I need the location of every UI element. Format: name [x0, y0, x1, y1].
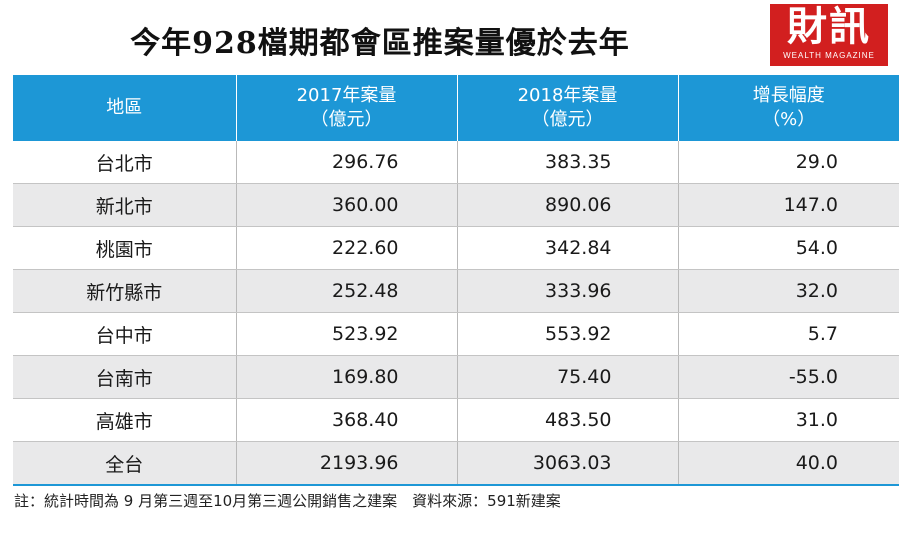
header-2018-unit: （億元） [531, 109, 604, 130]
cell-growth: 29.0 [677, 141, 899, 184]
header-2017-unit: （億元） [310, 109, 383, 130]
cell-region: 新北市 [13, 183, 236, 227]
cell-region: 新竹縣市 [13, 269, 236, 313]
cell-2018: 553.92 [456, 312, 678, 356]
logo-text: 財訊 [787, 3, 871, 50]
cell-2018: 75.40 [456, 355, 678, 399]
cell-2018: 342.84 [456, 226, 678, 270]
cell-2017: 169.80 [235, 355, 457, 399]
cell-2017: 2193.96 [235, 441, 457, 486]
cell-region: 台南市 [13, 355, 236, 399]
comparison-table: 地區 2017年案量 （億元） 2018年案量 （億元） 增長幅度 （%） 台北… [13, 75, 899, 486]
cell-region: 台中市 [13, 312, 236, 356]
table-row: 高雄市 368.40 483.50 31.0 [13, 398, 899, 442]
cell-2017: 222.60 [235, 226, 457, 270]
cell-2018: 333.96 [456, 269, 678, 313]
table-body: 台北市 296.76 383.35 29.0 新北市 360.00 890.06… [13, 141, 899, 486]
table-row-total: 全台 2193.96 3063.03 40.0 [13, 441, 899, 486]
cell-growth: 40.0 [677, 441, 899, 486]
cell-growth: 5.7 [677, 312, 899, 356]
source-note: 註：統計時間為 9 月第三週至10月第三週公開銷售之建案 資料來源：591新建案 [14, 492, 561, 510]
cell-growth: 31.0 [677, 398, 899, 442]
cell-growth: 147.0 [677, 183, 899, 227]
table-row: 台中市 523.92 553.92 5.7 [13, 312, 899, 356]
header-region-label: 地區 [106, 97, 143, 118]
cell-growth: 32.0 [677, 269, 899, 313]
header-growth-unit: （%） [762, 109, 816, 130]
table-row: 新北市 360.00 890.06 147.0 [13, 183, 899, 227]
cell-2018: 890.06 [456, 183, 678, 227]
cell-2017: 252.48 [235, 269, 457, 313]
cell-2017: 296.76 [235, 141, 457, 184]
wealth-magazine-logo: 財訊 WEALTH MAGAZINE [770, 4, 888, 66]
header-growth-label: 增長幅度 [752, 85, 825, 106]
table-row: 台北市 296.76 383.35 29.0 [13, 141, 899, 184]
table-row: 桃園市 222.60 342.84 54.0 [13, 226, 899, 270]
header-2017-label: 2017年案量 [296, 85, 397, 106]
cell-growth: -55.0 [677, 355, 899, 399]
table-row: 台南市 169.80 75.40 -55.0 [13, 355, 899, 399]
header-2018-label: 2018年案量 [517, 85, 618, 106]
cell-2017: 360.00 [235, 183, 457, 227]
cell-region: 高雄市 [13, 398, 236, 442]
table-row: 新竹縣市 252.48 333.96 32.0 [13, 269, 899, 313]
header-2017: 2017年案量 （億元） [235, 75, 457, 141]
header-region: 地區 [13, 75, 236, 141]
cell-region: 桃園市 [13, 226, 236, 270]
cell-2018: 3063.03 [456, 441, 678, 486]
page-title: 今年928檔期都會區推案量優於去年 [130, 26, 630, 61]
header-2018: 2018年案量 （億元） [456, 75, 678, 141]
cell-region: 全台 [13, 441, 236, 486]
cell-growth: 54.0 [677, 226, 899, 270]
logo-subtitle: WEALTH MAGAZINE [783, 51, 875, 60]
header-row: 地區 2017年案量 （億元） 2018年案量 （億元） 增長幅度 （%） [13, 75, 899, 141]
header-growth: 增長幅度 （%） [677, 75, 899, 141]
cell-2017: 368.40 [235, 398, 457, 442]
cell-2017: 523.92 [235, 312, 457, 356]
cell-2018: 383.35 [456, 141, 678, 184]
cell-region: 台北市 [13, 141, 236, 184]
table-header: 地區 2017年案量 （億元） 2018年案量 （億元） 增長幅度 （%） [13, 75, 899, 141]
cell-2018: 483.50 [456, 398, 678, 442]
